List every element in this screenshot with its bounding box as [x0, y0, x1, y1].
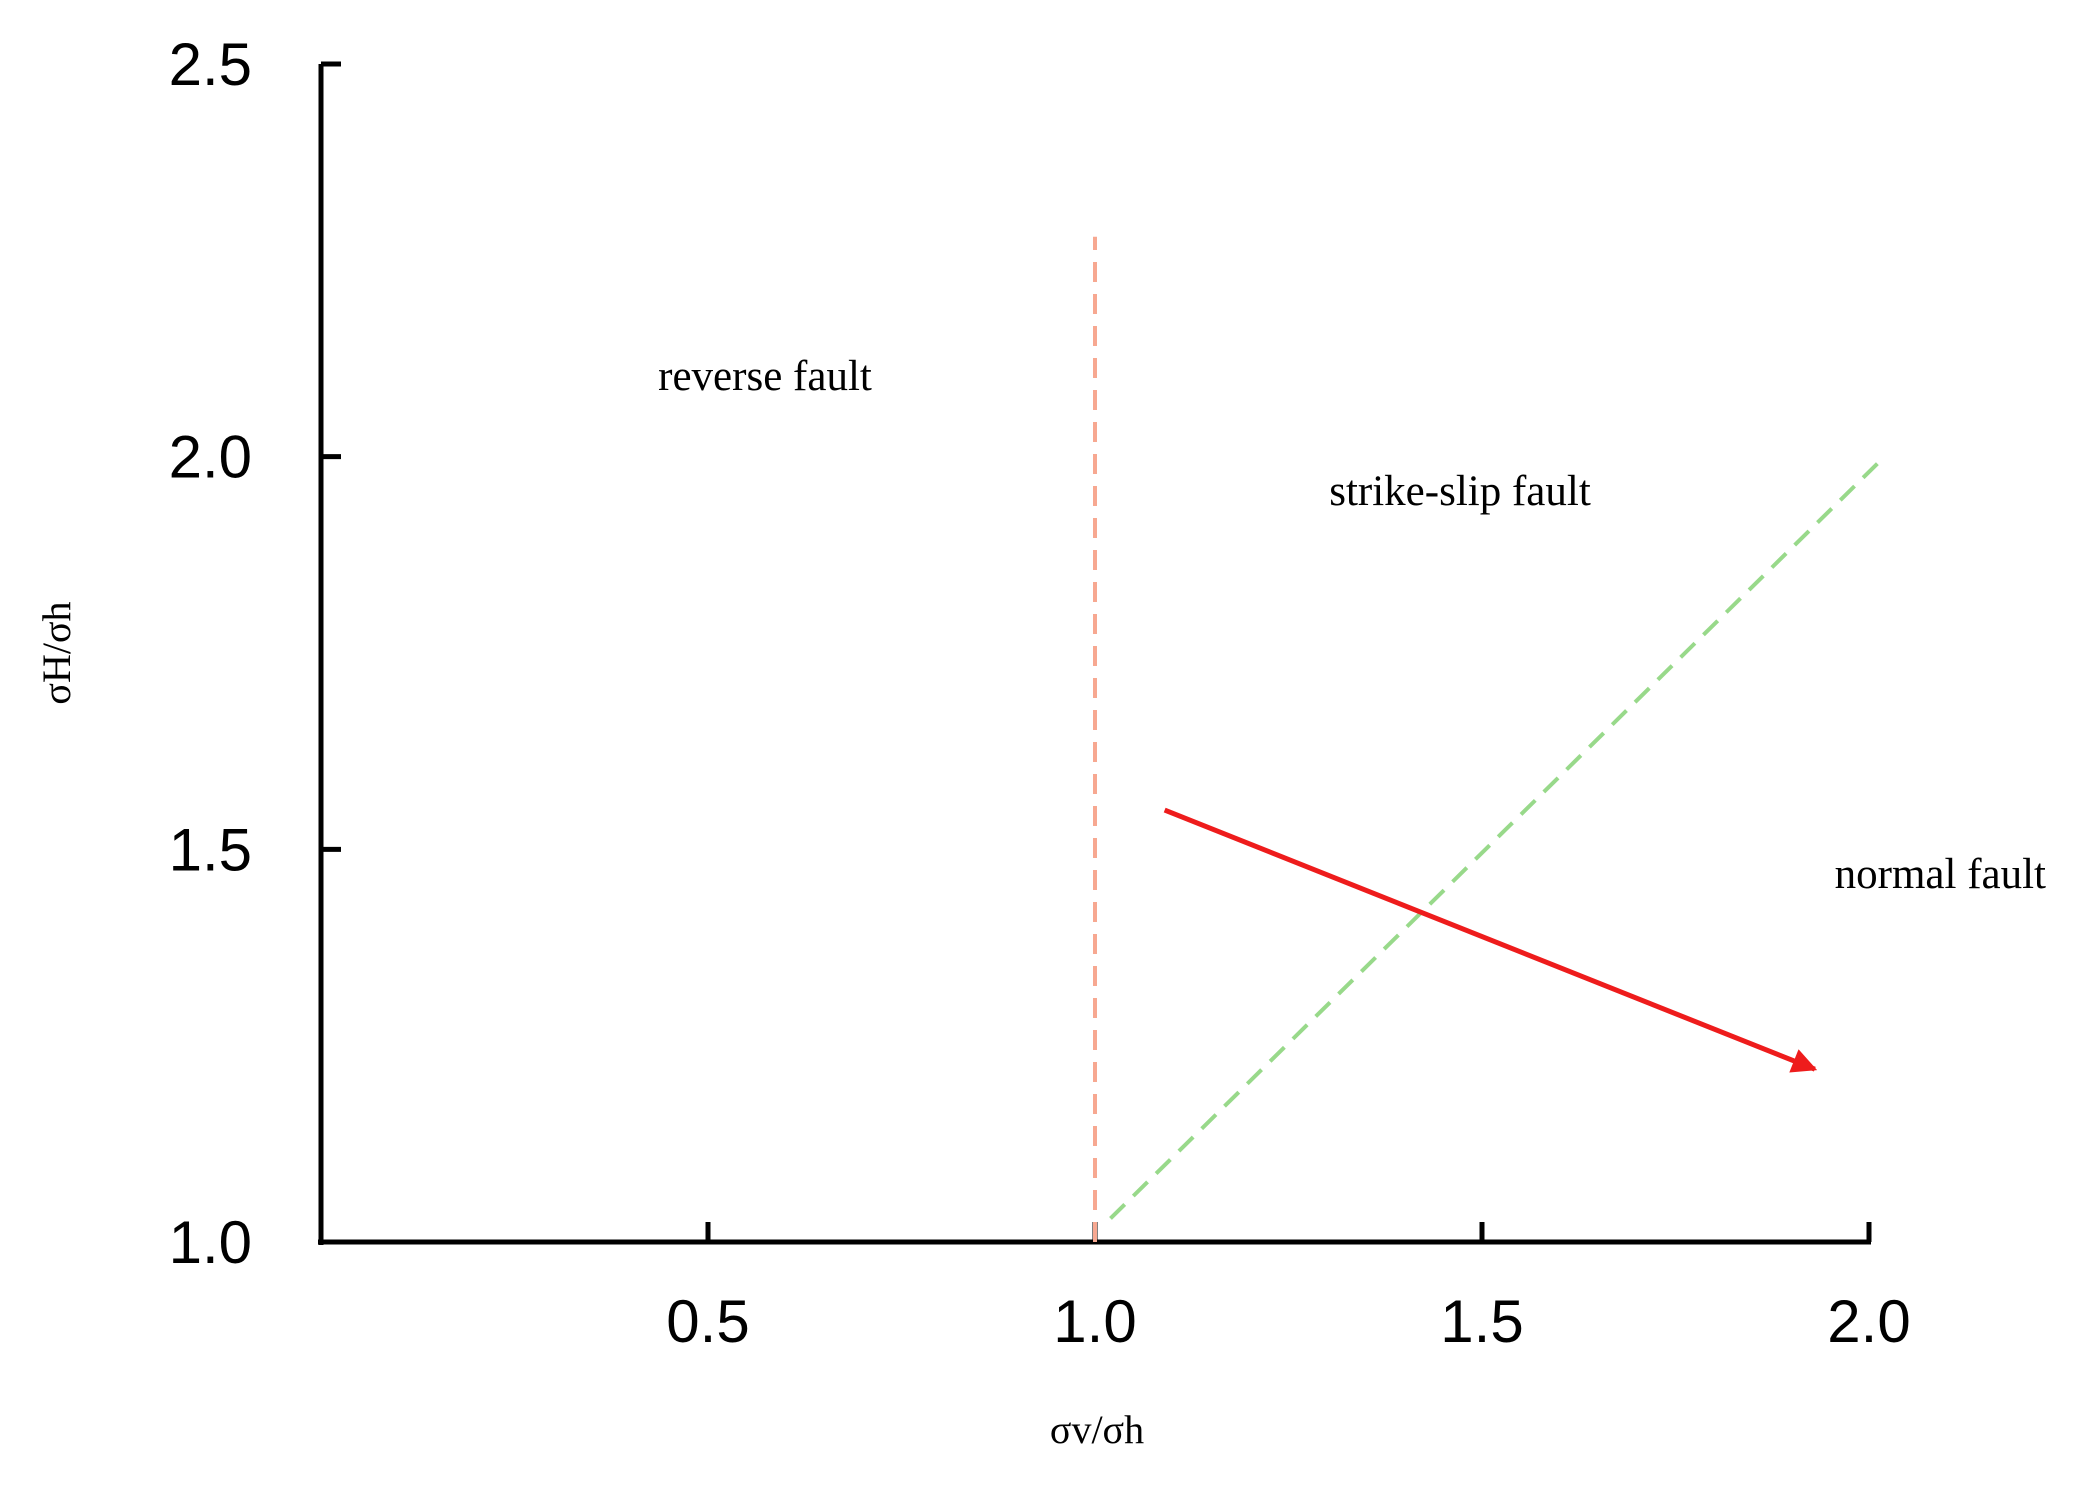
arrow [1163, 807, 1818, 1073]
x-tick-label: 2.0 [1827, 1288, 1910, 1355]
x-tick-label: 1.5 [1440, 1288, 1523, 1355]
y-tick-label: 1.5 [169, 816, 252, 883]
y-tick-label: 2.5 [169, 31, 252, 98]
annotation: normal fault [1835, 851, 2046, 898]
x-axis-label: σv/σh [1050, 1407, 1144, 1452]
x-tick-label: 0.5 [666, 1288, 749, 1355]
annotation: strike-slip fault [1329, 468, 1591, 515]
annotation: reverse fault [658, 353, 872, 400]
y-tick-label: 2.0 [169, 424, 252, 491]
x-tick-label: 1.0 [1053, 1288, 1136, 1355]
dashed-line [1109, 455, 1886, 1220]
y-tick-label: 1.0 [169, 1209, 252, 1276]
y-axis-label: σH/σh [34, 601, 79, 704]
